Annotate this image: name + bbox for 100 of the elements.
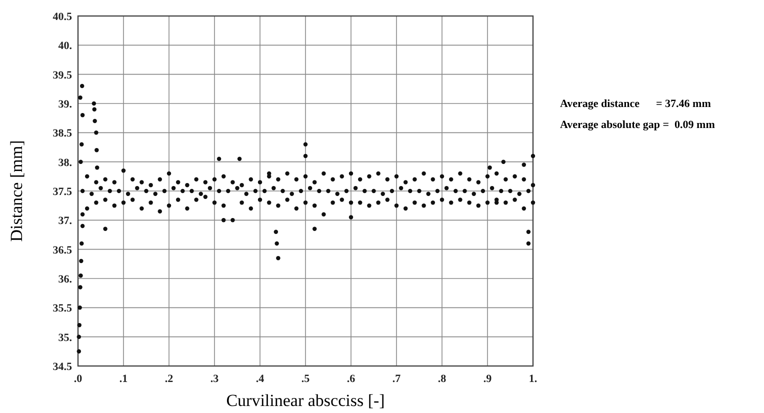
point [95, 166, 100, 170]
point [467, 200, 472, 205]
point [512, 198, 517, 202]
point [221, 218, 226, 222]
point [412, 200, 417, 205]
point [504, 177, 508, 182]
point [435, 188, 440, 194]
point [77, 323, 82, 328]
point [76, 334, 82, 339]
point [135, 186, 140, 190]
point [385, 177, 390, 182]
point [385, 198, 390, 202]
point [422, 203, 426, 208]
y-tick-label: 34.5 [52, 361, 72, 373]
point [454, 188, 458, 194]
point [194, 198, 198, 202]
x-tick-label: .4 [256, 373, 265, 385]
point [462, 188, 467, 194]
point [272, 186, 276, 190]
point [112, 180, 117, 184]
point [148, 183, 153, 188]
point [84, 174, 90, 179]
point [330, 200, 335, 205]
y-tick-label: 37. [58, 215, 72, 228]
point [285, 198, 290, 202]
point [340, 198, 344, 202]
point [78, 160, 83, 164]
point [176, 198, 180, 202]
point [153, 192, 158, 196]
point [80, 188, 85, 194]
point [240, 200, 244, 205]
point [92, 118, 97, 124]
point [448, 177, 454, 182]
point [322, 171, 326, 176]
x-axis-title: Curvilinear abscciss [-] [226, 391, 385, 410]
point [203, 194, 208, 199]
point [488, 166, 492, 170]
point [312, 180, 317, 184]
point [80, 212, 85, 216]
point [130, 177, 135, 182]
point [162, 188, 167, 194]
point [258, 198, 262, 202]
point [248, 177, 254, 182]
point [276, 177, 280, 182]
point [92, 107, 96, 112]
point [216, 188, 222, 194]
point [103, 226, 108, 232]
point [501, 160, 506, 164]
point [79, 258, 84, 264]
point [398, 186, 404, 190]
text: Average absolute gap = 0.09 mm [560, 119, 715, 131]
point [80, 113, 85, 118]
point [422, 171, 426, 176]
point [303, 142, 308, 146]
point [358, 200, 362, 205]
point [403, 206, 408, 211]
point [78, 285, 82, 290]
point [237, 156, 242, 162]
point [140, 180, 144, 184]
point [221, 203, 226, 208]
point [303, 154, 308, 158]
point [530, 183, 536, 188]
point [380, 192, 385, 196]
point [394, 174, 399, 179]
point [408, 188, 412, 194]
point [348, 200, 354, 205]
point [166, 171, 172, 176]
point [90, 192, 94, 196]
point [467, 177, 472, 182]
point [476, 180, 481, 184]
point [376, 171, 380, 176]
point [312, 203, 317, 208]
point [92, 101, 96, 106]
point [322, 212, 326, 216]
y-tick-label: 38.5 [52, 128, 72, 140]
point [526, 230, 531, 234]
point [126, 192, 130, 196]
point [171, 186, 176, 190]
point [458, 198, 462, 202]
point [499, 188, 504, 194]
point [403, 180, 408, 184]
point [94, 200, 98, 205]
point [376, 200, 380, 205]
point [526, 188, 531, 194]
point [94, 148, 99, 152]
point [94, 180, 98, 184]
point [390, 188, 394, 194]
point [262, 188, 267, 194]
point [294, 206, 299, 211]
x-tick-label: 1. [528, 373, 538, 385]
point [180, 188, 185, 194]
point [258, 180, 262, 184]
text: Average distance = 37.46 mm [560, 98, 711, 110]
point [512, 174, 517, 179]
y-tick-label: 39.5 [52, 69, 72, 82]
point [517, 192, 522, 196]
point [185, 183, 190, 188]
x-tick-label: .2 [164, 373, 174, 385]
point [285, 171, 290, 176]
point [140, 206, 144, 211]
